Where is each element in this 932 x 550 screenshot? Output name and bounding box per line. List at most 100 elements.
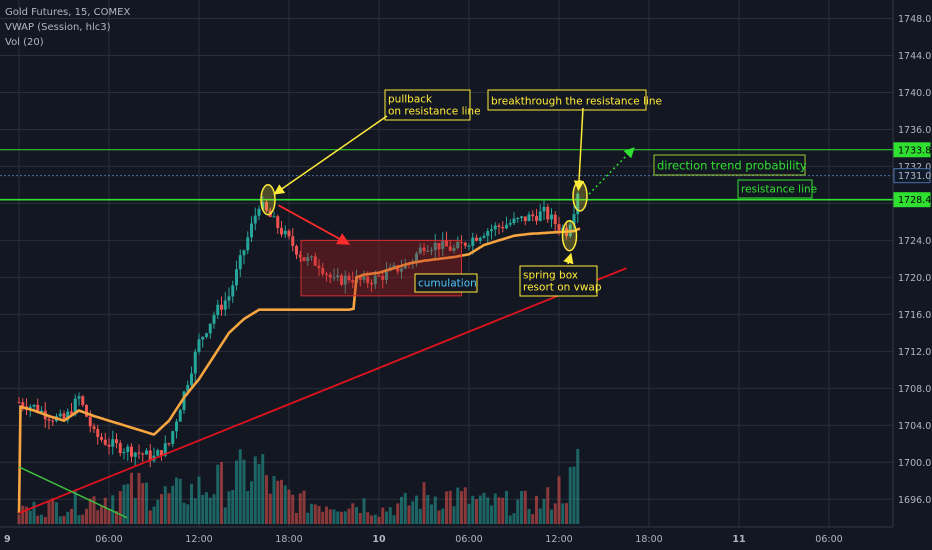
volume-bar xyxy=(478,495,482,524)
volume-bars xyxy=(17,448,580,524)
candle-body xyxy=(100,436,103,440)
candle-body xyxy=(351,280,355,283)
candle-body xyxy=(137,452,141,454)
candle-body xyxy=(396,265,400,272)
volume-bar xyxy=(58,516,62,524)
volume-bar xyxy=(103,497,107,524)
volume-bar xyxy=(287,489,291,524)
annotation-cumulation-box xyxy=(414,273,478,293)
volume-bar xyxy=(62,515,66,524)
candle-body xyxy=(302,257,306,261)
candle-body xyxy=(392,265,396,268)
volume-bar xyxy=(527,508,531,524)
candle-body xyxy=(171,431,175,444)
annotation-spring-box-text: resort on vwap xyxy=(523,282,602,294)
volume-bar xyxy=(231,489,235,524)
volume-bar xyxy=(441,508,445,524)
candle-body xyxy=(62,413,66,421)
candle-body xyxy=(490,229,493,232)
legend-vwap[interactable]: VWAP (Session, hlc3) xyxy=(5,22,111,33)
candle-body xyxy=(220,304,223,310)
price-tag: 1733.8 xyxy=(893,142,931,158)
candle-body xyxy=(493,225,497,230)
candle-body xyxy=(505,224,508,229)
candle-body xyxy=(381,276,385,280)
volume-bar xyxy=(373,514,377,524)
volume-bar xyxy=(486,497,490,524)
green-trend-line xyxy=(18,466,128,519)
candle-body xyxy=(328,274,332,278)
legend-volume[interactable]: Vol (20) xyxy=(5,37,44,48)
price-tick-label: 1712.0 xyxy=(898,347,931,358)
volume-bar xyxy=(325,506,328,524)
annotation-cumulation: cumulation xyxy=(414,273,478,293)
candle-body xyxy=(478,237,482,241)
candle-body xyxy=(291,236,295,247)
candle-body xyxy=(475,237,478,241)
volume-bar xyxy=(291,494,295,524)
candle-body xyxy=(167,443,171,445)
candle-body xyxy=(340,275,343,285)
candle-body xyxy=(535,216,538,221)
volume-bar xyxy=(516,499,520,524)
candle-body xyxy=(96,428,100,437)
volume-bar xyxy=(508,515,512,524)
legend-symbol[interactable]: Gold Futures, 15, COMEX xyxy=(5,7,131,18)
price-axis-background xyxy=(893,0,932,550)
time-tick-label: 11 xyxy=(732,534,745,545)
volume-bar xyxy=(51,498,55,524)
time-tick-label: 12:00 xyxy=(545,534,572,545)
volume-bar xyxy=(238,449,242,524)
annotation-breakthrough-box xyxy=(487,89,647,111)
candle-body xyxy=(497,225,501,227)
candle-body xyxy=(175,421,178,432)
volume-bar xyxy=(430,504,433,524)
candle-body xyxy=(366,276,370,283)
annotation-resistance-line-box xyxy=(737,179,813,199)
time-tick-label: 18:00 xyxy=(275,534,302,545)
candle-body xyxy=(88,416,92,427)
volume-bar xyxy=(576,448,580,524)
candle-body xyxy=(208,323,212,334)
volume-bar xyxy=(126,484,130,524)
candle-body xyxy=(343,275,347,285)
volume-bar xyxy=(328,509,332,524)
volume-bar xyxy=(148,510,152,524)
volume-bar xyxy=(347,508,351,524)
volume-bar xyxy=(21,505,25,524)
price-tick-label: 1740.0 xyxy=(898,88,931,99)
candle-body xyxy=(295,246,298,255)
time-tick-label: 9 xyxy=(4,534,11,545)
volume-bar xyxy=(283,485,287,524)
annotation-direction: direction trend probability xyxy=(653,154,807,176)
candle-body xyxy=(310,256,313,258)
volume-bar xyxy=(407,505,411,524)
volume-bar xyxy=(55,502,58,524)
volume-bar xyxy=(370,515,373,524)
volume-bar xyxy=(306,512,310,524)
candle-body xyxy=(231,285,235,297)
volume-bar xyxy=(471,495,475,524)
volume-bar xyxy=(115,511,118,524)
candle-body xyxy=(66,411,70,421)
annotation-resistance-line-text: resistance line xyxy=(741,184,817,196)
candle-body xyxy=(238,255,242,270)
annotation-direction-text: direction trend probability xyxy=(657,159,807,173)
volume-bar xyxy=(43,516,47,524)
candle-body xyxy=(400,268,403,272)
price-tag-label: 1728.4 xyxy=(898,195,931,206)
volume-bar xyxy=(535,495,538,524)
volume-bar xyxy=(77,515,81,524)
volume-bar xyxy=(190,483,193,524)
marker-ellipse-0 xyxy=(260,183,276,216)
marker-ellipse-2 xyxy=(572,180,588,212)
volume-bar xyxy=(313,504,317,524)
candle-body xyxy=(261,202,265,209)
candle-body xyxy=(178,410,182,422)
annotation-resistance-line: resistance line xyxy=(737,179,817,199)
volume-bar xyxy=(343,511,347,524)
volume-bar xyxy=(340,511,343,524)
